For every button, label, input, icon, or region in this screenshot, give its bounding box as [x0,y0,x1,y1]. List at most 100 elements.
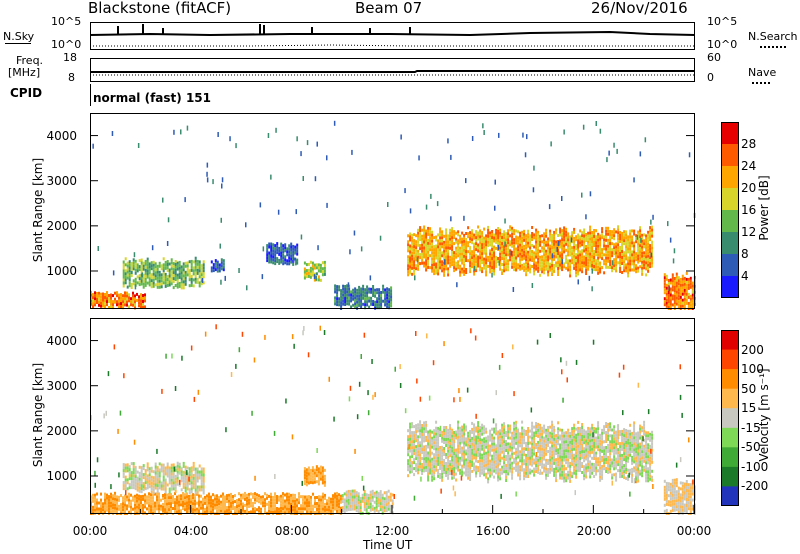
scatter-cell [319,474,322,478]
scatter-cell [417,231,420,235]
scatter-cell [497,439,500,443]
scatter-cell [461,261,464,265]
scatter-cell [228,502,230,506]
scatter-cell [685,301,688,305]
scatter-cell [276,510,278,513]
scatter-cell [278,258,281,262]
scatter-cell [380,306,383,309]
scatter-cell [515,468,518,472]
scatter-cell [561,232,564,236]
scatter-cell [194,491,197,495]
scatter-cell [421,469,424,472]
scatter-cell [617,249,620,253]
scatter-cell [457,230,460,234]
scatter-cell [501,236,504,239]
scatter-cell [156,484,159,488]
scatter-cell [178,266,181,270]
scatter-cell [186,495,188,499]
scatter-cell [383,509,386,513]
scatter-cell [545,452,548,456]
scatter-cell [481,270,484,274]
scatter-cell [567,265,570,269]
scatter-cell [134,506,136,510]
scatter-echo [261,274,264,280]
scatter-cell [621,244,624,247]
scatter-echo [217,132,219,137]
scatter-cell [591,255,594,258]
scatter-cell [629,250,632,254]
scatter-cell [535,234,538,238]
scatter-cell [475,269,478,273]
scatter-cell [573,236,576,240]
scatter-cell [192,284,195,288]
scatter-cell [407,246,410,250]
scatter-cell [505,470,508,473]
scatter-cell [505,262,508,266]
scatter-cell [545,449,548,453]
scatter-cell [168,490,171,494]
scatter-cell [477,424,480,428]
scatter-cell [557,252,560,255]
scatter-cell [182,476,185,480]
scatter-cell [280,248,283,252]
scatter-cell [170,273,173,277]
scatter-cell [503,425,506,429]
scatter-cell [571,255,574,259]
scatter-cell [194,467,197,471]
scatter-cell [645,234,648,238]
scatter-cell [469,261,472,265]
scatter-cell [427,430,430,434]
scatter-cell [134,494,136,498]
scatter-cell [639,241,642,245]
scatter-cell [669,293,672,297]
scatter-cell [349,501,352,505]
scatter-cell [525,447,528,451]
scatter-cell [579,268,582,272]
scatter-cell [649,235,652,239]
scatter-cell [340,301,343,305]
scatter-cell [483,440,486,444]
scatter-cell [455,466,458,470]
scatter-cell [317,278,320,282]
scatter-cell [344,297,347,300]
scatter-cell [443,429,446,432]
scatter-cell [563,238,566,242]
scatter-cell [475,429,478,433]
scatter-cell [384,288,387,292]
scatter-cell [340,494,342,498]
scatter-cell [445,237,448,241]
scatter-cell [541,264,544,268]
scatter-cell [190,490,193,494]
scatter-cell [286,495,288,499]
scatter-cell [134,303,136,307]
scatter-cell [286,498,288,502]
scatter-cell [374,291,377,295]
scatter-cell [521,450,524,454]
scatter-cell [228,508,230,512]
scatter-cell [689,297,692,301]
scatter-cell [174,275,177,278]
scatter-cell [182,495,184,498]
scatter-cell [368,287,371,291]
scatter-cell [278,246,281,250]
scatter-cell [515,229,518,233]
scatter-cell [569,241,572,245]
scatter-cell [343,492,346,496]
scatter-cell [431,266,434,270]
scatter-cell [615,254,618,258]
scatter-cell [497,469,500,473]
scatter-cell [182,271,185,275]
scatter-cell [621,256,624,259]
scatter-cell [459,462,462,466]
scatter-cell [340,289,343,293]
scatter-cell [122,297,124,301]
scatter-cell [282,501,284,505]
scatter-cell [110,305,112,309]
scatter-cell [280,242,283,246]
scatter-cell [519,474,522,478]
scatter-cell [505,434,508,437]
scatter-cell [459,264,462,268]
scatter-cell [421,433,424,436]
scatter-cell [242,496,244,500]
scatter-cell [334,492,336,496]
